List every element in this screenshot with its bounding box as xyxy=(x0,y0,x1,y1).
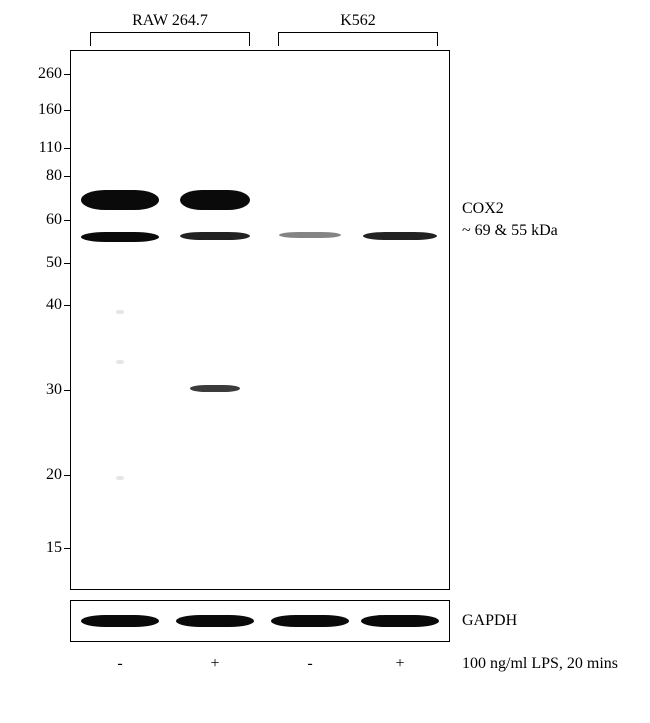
group-bracket-k562 xyxy=(278,32,438,46)
treatment-caption: 100 ng/ml LPS, 20 mins xyxy=(462,655,618,673)
ladder-label: 40 xyxy=(22,296,62,314)
band xyxy=(271,615,349,627)
band xyxy=(180,232,250,240)
band xyxy=(180,190,250,210)
group-label-k562: K562 xyxy=(278,12,438,30)
target-label-cox2: COX2 xyxy=(462,200,504,218)
western-blot-figure: RAW 264.7 K562 260 160 110 80 60 50 40 30 20 15 C… xyxy=(0,0,650,723)
main-blot-frame xyxy=(70,50,450,590)
treatment-label: - xyxy=(300,655,320,673)
ladder-label: 15 xyxy=(22,539,62,557)
band xyxy=(81,232,159,242)
band xyxy=(190,385,241,392)
ladder-label: 110 xyxy=(22,139,62,157)
treatment-label: - xyxy=(110,655,130,673)
treatment-label: + xyxy=(205,655,225,673)
band xyxy=(363,232,437,240)
ladder-label: 50 xyxy=(22,254,62,272)
ladder-label: 260 xyxy=(22,65,62,83)
band xyxy=(81,615,159,627)
band xyxy=(116,360,124,364)
group-label-raw: RAW 264.7 xyxy=(90,12,250,30)
band xyxy=(116,476,124,480)
band xyxy=(176,615,254,627)
ladder-label: 30 xyxy=(22,381,62,399)
band xyxy=(116,310,124,314)
ladder-label: 20 xyxy=(22,466,62,484)
group-bracket-raw xyxy=(90,32,250,46)
band xyxy=(279,232,341,238)
target-mw-label: ~ 69 & 55 kDa xyxy=(462,222,558,240)
band xyxy=(81,190,159,210)
ladder-label: 80 xyxy=(22,167,62,185)
treatment-label: + xyxy=(390,655,410,673)
loading-control-label: GAPDH xyxy=(462,612,517,630)
ladder-label: 60 xyxy=(22,211,62,229)
band xyxy=(361,615,439,627)
ladder-label: 160 xyxy=(22,101,62,119)
